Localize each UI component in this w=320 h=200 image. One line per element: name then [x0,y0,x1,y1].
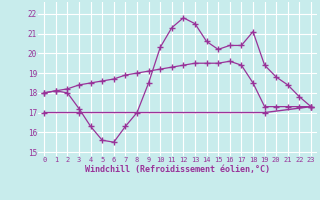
X-axis label: Windchill (Refroidissement éolien,°C): Windchill (Refroidissement éolien,°C) [85,165,270,174]
